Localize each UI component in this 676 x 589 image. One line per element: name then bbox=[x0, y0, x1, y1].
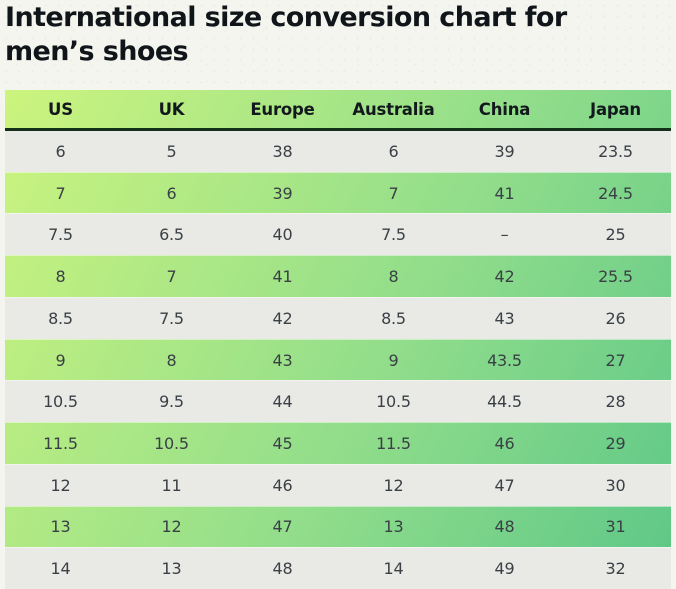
table-cell: 11.5 bbox=[43, 434, 78, 453]
table-row: 12 11 46 12 47 30 bbox=[5, 463, 671, 506]
header-cell: China bbox=[478, 99, 531, 119]
table-cell: 7.5 bbox=[48, 225, 73, 245]
table-cell: 8.5 bbox=[381, 308, 406, 328]
table-cell: 7.5 bbox=[381, 225, 406, 245]
page-title: International size conversion chart for … bbox=[5, 2, 567, 67]
table-header-row: US UK Europe Australia China Japan bbox=[5, 90, 671, 131]
table-cell: 48 bbox=[494, 517, 515, 537]
table-cell: 38 bbox=[272, 141, 293, 161]
table-cell: 12 bbox=[383, 475, 404, 495]
table-cell: 13 bbox=[50, 517, 71, 537]
table-row: 14 13 48 14 49 32 bbox=[5, 547, 671, 589]
table-cell: 39 bbox=[494, 141, 515, 161]
header-cell: Australia bbox=[352, 99, 435, 119]
table-cell: 40 bbox=[272, 225, 293, 245]
table-cell: 48 bbox=[272, 559, 293, 579]
table-cell: 6 bbox=[166, 183, 177, 203]
header-cell: US bbox=[48, 99, 73, 119]
table-cell: 9.5 bbox=[159, 392, 184, 412]
table-cell: 8.5 bbox=[48, 308, 73, 328]
table-cell: 10.5 bbox=[154, 434, 189, 453]
table-cell: 41 bbox=[494, 183, 515, 203]
table-cell: 46 bbox=[494, 434, 515, 453]
table-cell: 25.5 bbox=[598, 267, 633, 287]
table-cell: 6 bbox=[388, 141, 399, 161]
table-cell: 9 bbox=[388, 350, 399, 370]
table-cell: 44 bbox=[272, 392, 293, 412]
size-conversion-table: US UK Europe Australia China Japan 6 5 38 6 39 23.… bbox=[5, 90, 671, 589]
table-row: 7.5 6.5 40 7.5 – 25 bbox=[5, 213, 671, 256]
table-cell: 14 bbox=[383, 559, 404, 579]
table-cell: 8 bbox=[55, 267, 66, 287]
table-cell: 5 bbox=[166, 141, 177, 161]
table-cell: 6.5 bbox=[159, 225, 184, 245]
table-cell: 13 bbox=[383, 517, 404, 537]
table-cell: 44.5 bbox=[487, 392, 522, 412]
table-row: 7 6 39 7 41 24.5 bbox=[5, 171, 671, 214]
table-cell: 14 bbox=[50, 559, 71, 579]
table-cell: 47 bbox=[494, 475, 515, 495]
table-cell: 13 bbox=[161, 559, 182, 579]
table-row: 8 7 41 8 42 25.5 bbox=[5, 255, 671, 297]
table-cell: 7 bbox=[55, 183, 66, 203]
table-cell: 7 bbox=[388, 183, 399, 203]
table-cell: 46 bbox=[272, 475, 293, 495]
header-cell: Europe bbox=[250, 99, 315, 119]
table-cell: 9 bbox=[55, 350, 66, 370]
table-cell: 31 bbox=[605, 517, 626, 537]
header-cell: UK bbox=[158, 99, 185, 119]
table-cell: 41 bbox=[272, 267, 293, 287]
table-cell: 47 bbox=[272, 517, 293, 537]
table-cell: 10.5 bbox=[43, 392, 78, 412]
table-cell: 42 bbox=[494, 267, 515, 287]
table-cell: 11.5 bbox=[376, 434, 411, 453]
table-row: 13 12 47 13 48 31 bbox=[5, 505, 671, 548]
table-cell: 8 bbox=[166, 350, 177, 370]
table-cell: 28 bbox=[605, 392, 626, 412]
table-row: 6 5 38 6 39 23.5 bbox=[5, 131, 671, 172]
table-cell: 29 bbox=[605, 434, 626, 453]
table-cell: 23.5 bbox=[598, 141, 633, 161]
table-cell: 49 bbox=[494, 559, 515, 579]
table-cell: 6 bbox=[55, 141, 66, 161]
table-cell: 7.5 bbox=[159, 308, 184, 328]
table-row: 10.5 9.5 44 10.5 44.5 28 bbox=[5, 380, 671, 423]
table-cell: – bbox=[500, 225, 509, 245]
table-cell: 43 bbox=[494, 308, 515, 328]
table-cell: 42 bbox=[272, 308, 293, 328]
table-cell: 24.5 bbox=[598, 183, 633, 203]
table-cell: 25 bbox=[605, 225, 626, 245]
table-cell: 43.5 bbox=[487, 350, 522, 370]
table-cell: 26 bbox=[605, 308, 626, 328]
table-row: 8.5 7.5 42 8.5 43 26 bbox=[5, 296, 671, 339]
table-cell: 30 bbox=[605, 475, 626, 495]
table-cell: 12 bbox=[161, 517, 182, 537]
table-cell: 32 bbox=[605, 559, 626, 579]
header-cell: Japan bbox=[590, 99, 641, 119]
table-row: 11.5 10.5 45 11.5 46 29 bbox=[5, 422, 671, 464]
table-row: 9 8 43 9 43.5 27 bbox=[5, 338, 671, 381]
table-cell: 39 bbox=[272, 183, 293, 203]
table-cell: 11 bbox=[161, 475, 182, 495]
table-cell: 12 bbox=[50, 475, 71, 495]
table-cell: 45 bbox=[272, 434, 293, 453]
table-cell: 43 bbox=[272, 350, 293, 370]
table-body: 6 5 38 6 39 23.5 7 6 39 7 41 24.5 7.5 6.5 40 7.5 – 25 8 7 41… bbox=[5, 131, 671, 589]
table-cell: 10.5 bbox=[376, 392, 411, 412]
table-cell: 27 bbox=[605, 350, 626, 370]
table-cell: 8 bbox=[388, 267, 399, 287]
table-cell: 7 bbox=[166, 267, 177, 287]
